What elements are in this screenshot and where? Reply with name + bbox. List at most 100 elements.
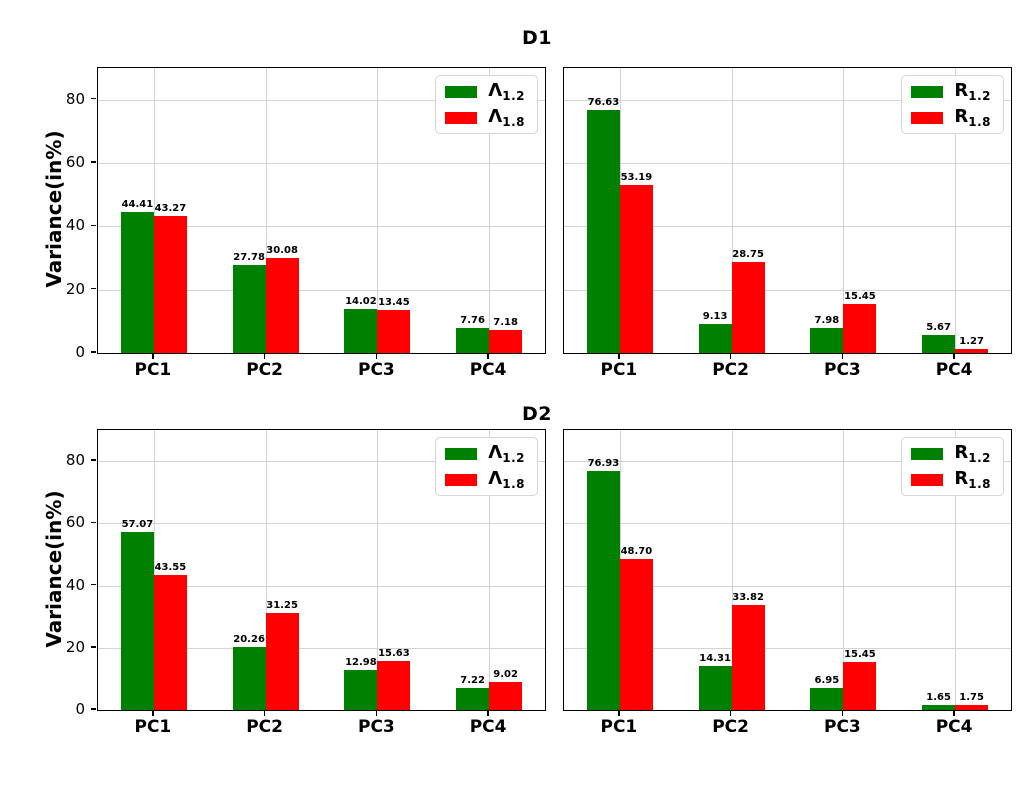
x-tick-mark <box>152 353 154 359</box>
x-tick-label: PC2 <box>712 360 749 380</box>
bar-R-1.2-pc3 <box>810 688 844 710</box>
bar-lambda-1.8-pc1 <box>153 216 187 353</box>
legend-symbol: R <box>954 106 969 127</box>
bar-value-label: 7.22 <box>460 674 485 686</box>
x-tick-label: PC3 <box>358 717 395 737</box>
y-tick-mark <box>90 287 96 290</box>
gridline-v <box>377 430 379 710</box>
bar-R-1.2-pc3 <box>810 327 844 353</box>
bar-lambda-1.2-pc4 <box>456 687 490 710</box>
legend-swatch <box>911 111 944 124</box>
gridline-v <box>843 430 845 710</box>
axes-panel-D1-lambda: 44.41 43.27 27.78 30.08 14.02 13.45 7.76 7.18 Λ1… <box>97 67 546 354</box>
legend-label: Λ1.2 <box>488 444 525 466</box>
legend-symbol: R <box>954 442 969 463</box>
legend-symbol: Λ <box>488 80 503 101</box>
bar-value-label: 7.18 <box>493 317 518 329</box>
bar-lambda-1.2-pc1 <box>120 212 154 353</box>
legend-swatch <box>445 447 478 460</box>
legend-entry-R-1.2: R1.2 <box>911 80 991 104</box>
x-tick-label: PC3 <box>824 360 861 380</box>
legend-swatch <box>445 85 478 98</box>
y-tick-label: 0 <box>75 343 85 361</box>
legend-subscript: 1.2 <box>502 89 525 103</box>
x-tick-mark <box>841 353 844 359</box>
bar-R-1.8-pc2 <box>731 604 765 710</box>
x-tick-mark <box>729 353 732 359</box>
bar-lambda-1.2-pc2 <box>232 265 266 353</box>
axes-panel-D1-R: 76.63 53.19 9.13 28.75 7.98 15.45 5.67 1.27 R1.2… <box>563 67 1012 354</box>
y-tick-mark <box>90 459 96 461</box>
x-tick-label: PC1 <box>600 717 638 737</box>
y-tick-label: 80 <box>65 89 85 108</box>
bar-lambda-1.2-pc2 <box>232 647 266 710</box>
bar-value-label: 12.98 <box>345 656 377 668</box>
gridline-v <box>153 68 155 353</box>
bar-value-label: 14.31 <box>699 652 731 664</box>
y-tick-label: 60 <box>65 153 85 171</box>
gridline-v <box>731 68 733 353</box>
x-tick-mark <box>487 710 489 716</box>
bar-value-label: 48.70 <box>620 545 653 557</box>
legend-label: R1.2 <box>954 80 991 104</box>
x-tick-mark <box>729 710 732 716</box>
bar-R-1.2-pc1 <box>586 110 620 353</box>
y-tick-mark <box>90 521 96 524</box>
legend-entry-lambda-1.8: Λ1.8 <box>445 470 525 491</box>
bar-value-label: 13.45 <box>378 297 410 309</box>
y-tick-mark <box>90 583 96 586</box>
x-tick-label: PC2 <box>712 717 749 737</box>
subplot-title-d2: D2 <box>522 403 552 425</box>
y-tick-label: 20 <box>65 637 85 656</box>
bar-value-label: 7.98 <box>814 314 840 326</box>
legend-entry-R-1.8: R1.8 <box>911 106 991 130</box>
bar-R-1.2-pc1 <box>586 470 620 710</box>
legend-swatch <box>445 473 478 486</box>
legend-entry-lambda-1.2: Λ1.2 <box>445 80 525 103</box>
legend-label: Λ1.8 <box>488 106 525 130</box>
subplot-title-d1: D1 <box>522 27 552 49</box>
legend-symbol: R <box>954 80 969 101</box>
legend: R1.2 R1.8 <box>901 437 1004 496</box>
bar-value-label: 1.65 <box>926 691 951 703</box>
x-tick-label: PC4 <box>935 360 973 380</box>
gridline-v <box>489 430 491 710</box>
bar-R-1.8-pc4 <box>955 349 989 353</box>
gridline-h <box>564 585 1011 587</box>
x-tick-label: PC3 <box>358 360 395 380</box>
x-tick-mark <box>152 710 154 716</box>
legend-subscript: 1.8 <box>968 115 991 129</box>
y-tick-label: 40 <box>65 575 85 594</box>
x-tick-label: PC2 <box>246 717 283 737</box>
x-tick-mark <box>953 710 955 716</box>
bar-R-1.8-pc3 <box>843 661 877 710</box>
legend-entry-lambda-1.8: Λ1.8 <box>445 106 525 130</box>
bar-value-label: 7.76 <box>460 315 485 327</box>
legend-swatch <box>911 447 944 460</box>
legend-swatch <box>911 473 944 486</box>
bar-value-label: 44.41 <box>121 199 154 211</box>
x-tick-label: PC4 <box>935 717 973 737</box>
legend-symbol: Λ <box>488 106 503 127</box>
bar-lambda-1.8-pc3 <box>377 310 411 353</box>
y-tick-label: 60 <box>65 513 85 532</box>
gridline-v <box>153 430 155 710</box>
gridline-h <box>564 461 1011 463</box>
y-tick-label: 20 <box>65 279 85 298</box>
legend-label: R1.8 <box>954 106 991 130</box>
gridline-h <box>98 647 545 649</box>
y-tick-mark <box>90 97 96 100</box>
gridline-h <box>564 163 1011 164</box>
legend-entry-R-1.2: R1.2 <box>911 442 991 465</box>
y-tick-mark <box>90 224 96 227</box>
gridline-v <box>843 68 845 353</box>
bar-value-label: 9.13 <box>702 311 728 323</box>
gridline-h <box>98 585 545 587</box>
y-tick-label: 80 <box>65 451 85 470</box>
bar-R-1.8-pc3 <box>843 304 877 353</box>
bar-value-label: 5.67 <box>926 322 951 333</box>
bar-value-label: 28.75 <box>732 249 764 260</box>
x-tick-mark <box>618 710 620 716</box>
bar-R-1.8-pc1 <box>619 558 653 710</box>
